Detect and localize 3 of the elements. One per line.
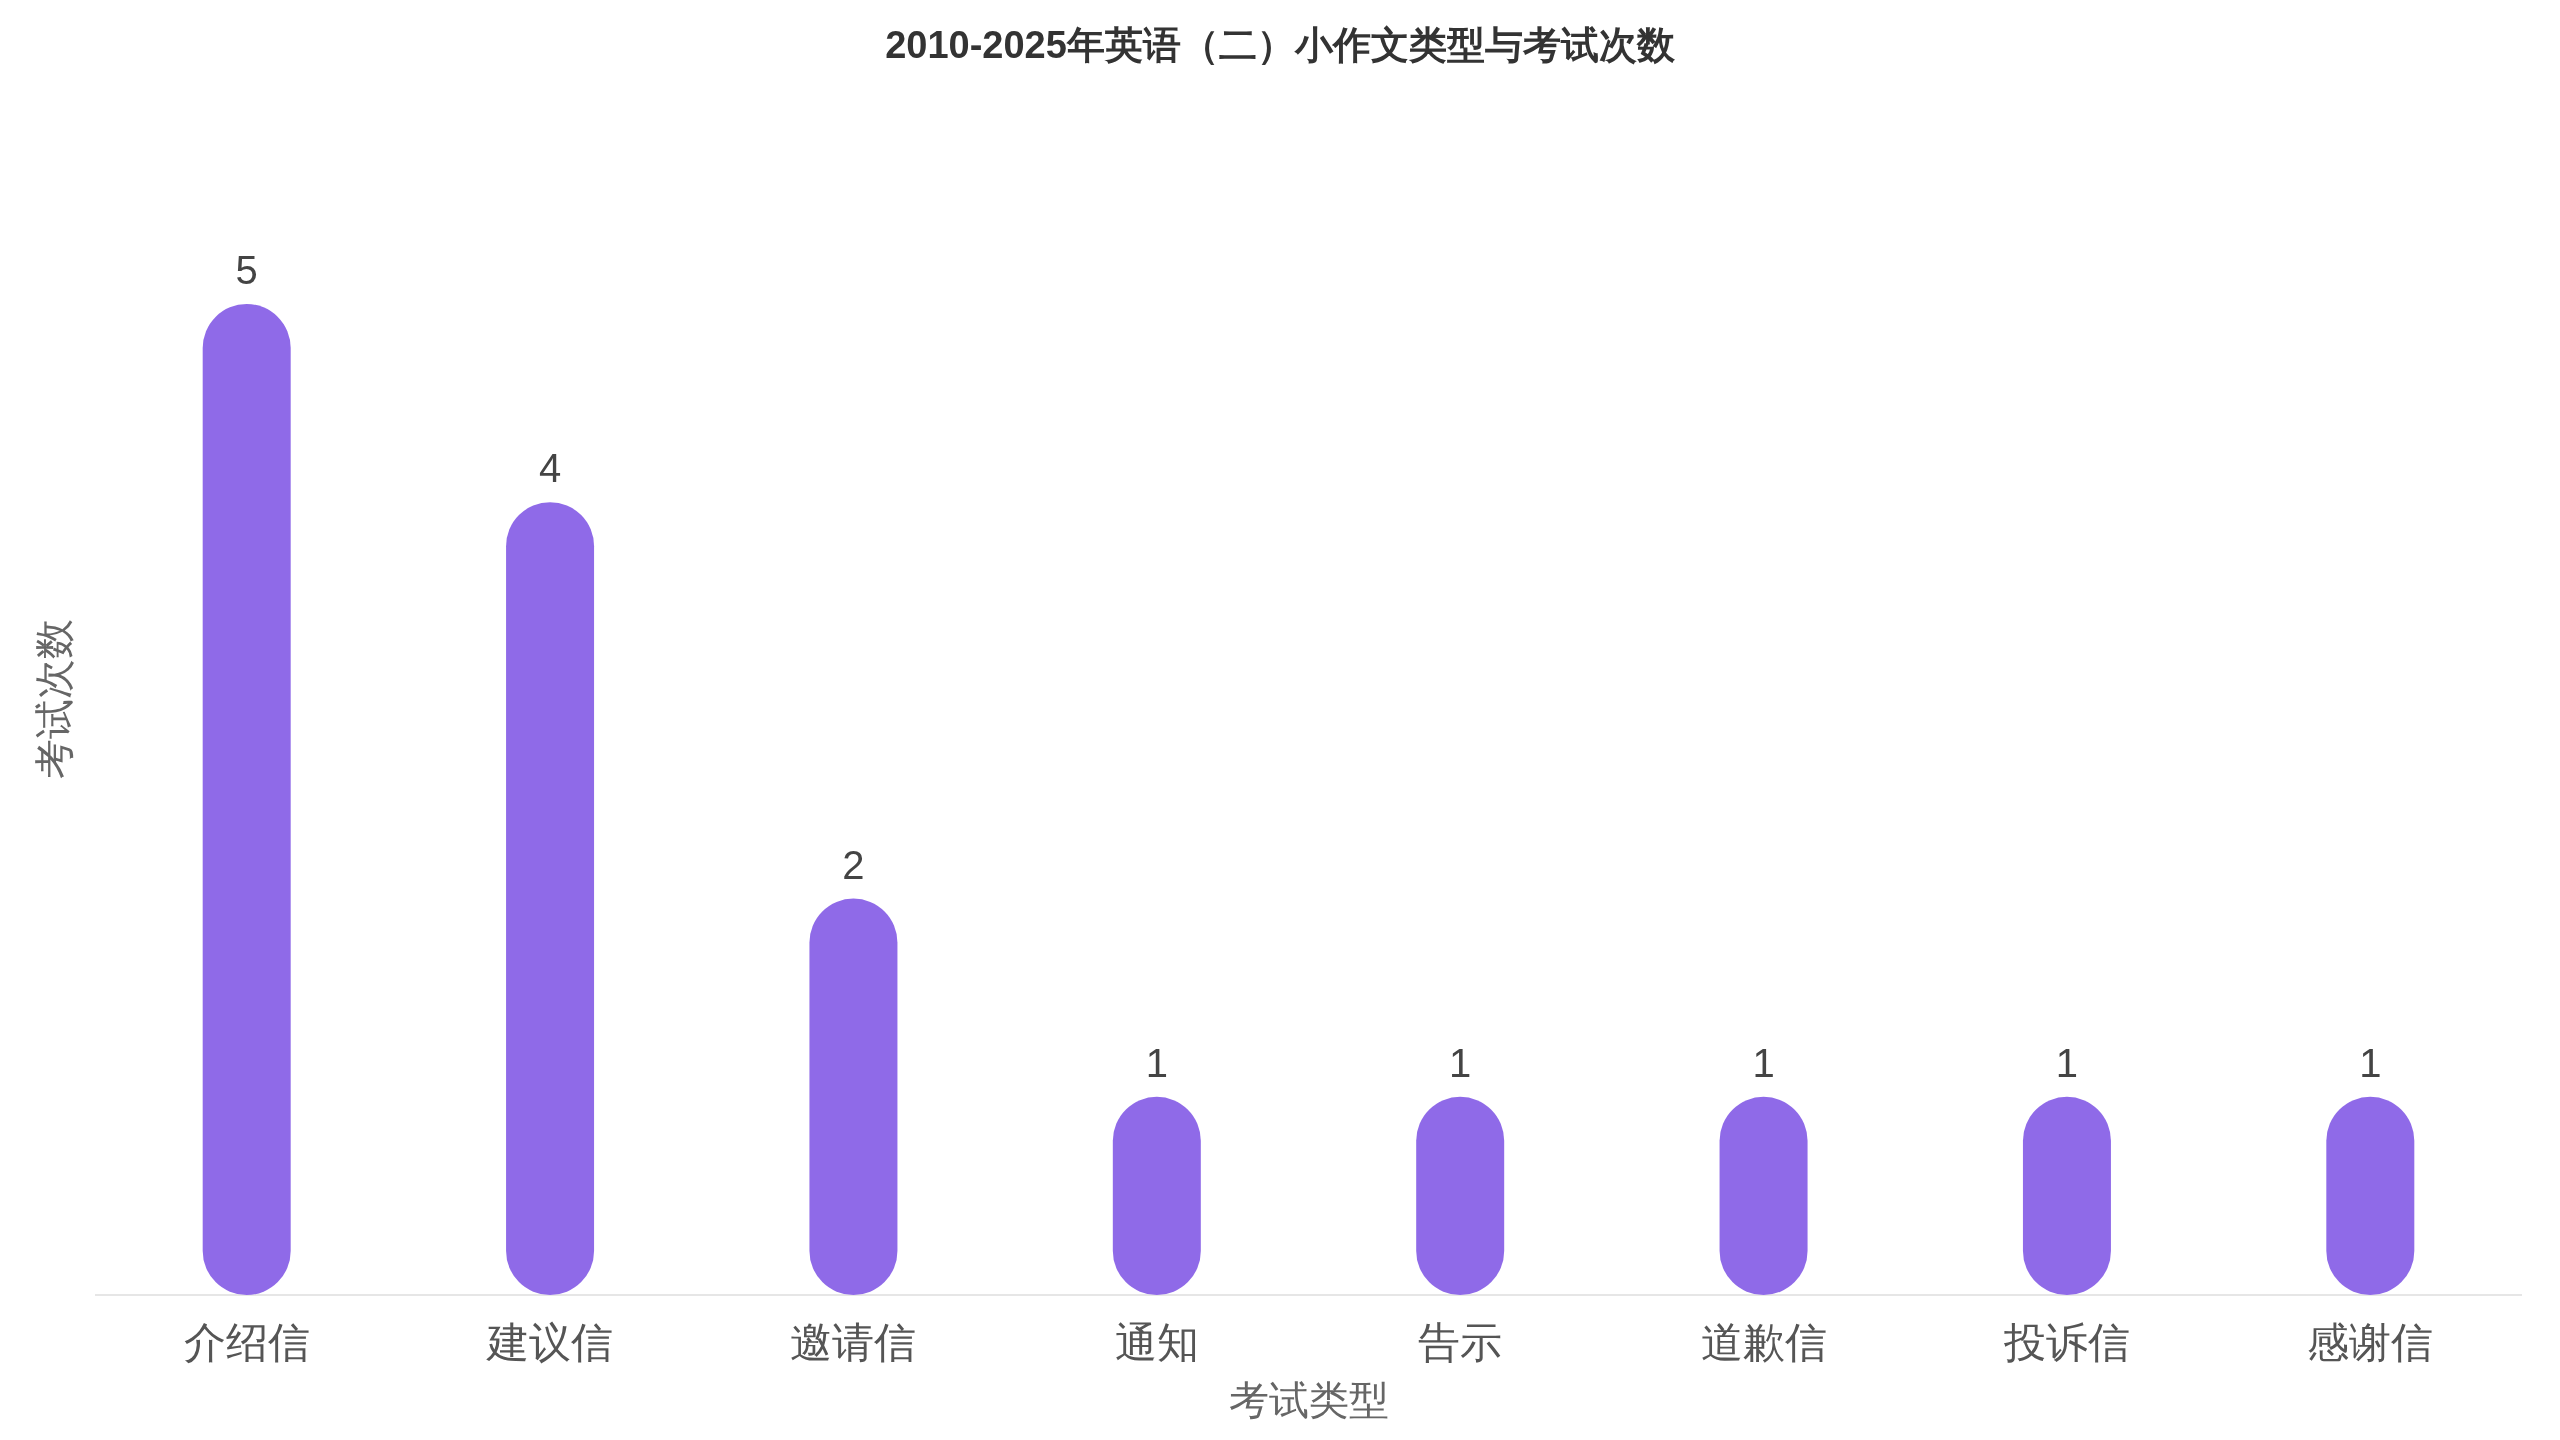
y-axis-title: 考试次数 [31, 619, 76, 779]
x-axis-title: 考试类型 [1228, 1378, 1389, 1422]
title: 2010-2025年英语（二）小作文类型与考试次数 [885, 24, 1675, 66]
